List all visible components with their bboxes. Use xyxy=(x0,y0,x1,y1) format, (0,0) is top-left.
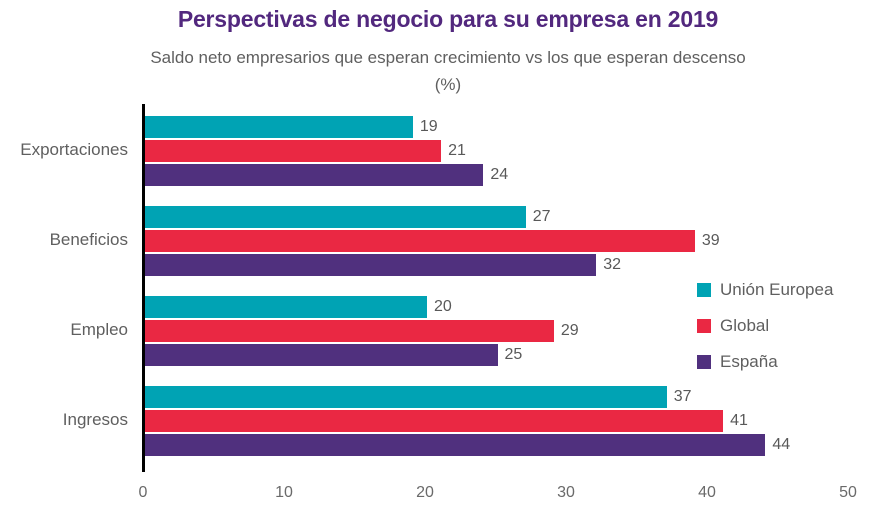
bar xyxy=(145,410,724,432)
bar xyxy=(145,116,413,138)
bar-row: 41 xyxy=(145,410,748,432)
x-axis-tick-label: 20 xyxy=(416,484,434,501)
bar xyxy=(145,320,554,342)
bar-row: 20 xyxy=(145,296,452,318)
bar-value-label: 41 xyxy=(730,412,748,429)
y-axis-line xyxy=(142,104,145,472)
bar-row: 27 xyxy=(145,206,550,228)
bar-row: 44 xyxy=(145,434,790,456)
bar-value-label: 44 xyxy=(772,436,791,453)
category-label: Ingresos xyxy=(62,410,128,429)
x-axis-tick-label: 0 xyxy=(138,484,148,501)
bar-row: 29 xyxy=(145,320,579,342)
category-label: Exportaciones xyxy=(20,140,128,159)
bar-value-label: 19 xyxy=(419,118,438,135)
legend-item[interactable]: Unión Europea xyxy=(697,272,833,308)
bar xyxy=(145,434,766,456)
bar xyxy=(145,140,442,162)
bar-row: 37 xyxy=(145,386,691,408)
bar-row: 19 xyxy=(145,116,438,138)
legend-swatch-icon xyxy=(697,355,711,369)
bar-value-label: 29 xyxy=(560,322,579,339)
bar-row: 39 xyxy=(145,230,720,252)
legend-label: Global xyxy=(720,316,770,335)
x-axis-tick-label: 40 xyxy=(698,484,716,501)
bar xyxy=(145,230,695,252)
bar-value-label: 39 xyxy=(701,232,720,249)
x-axis-tick-label: 50 xyxy=(839,484,857,501)
legend-label: España xyxy=(720,352,778,371)
bar xyxy=(145,164,484,186)
chart-legend: Unión Europea Global España xyxy=(697,272,833,380)
bar xyxy=(145,296,427,318)
bar-row: 21 xyxy=(145,140,466,162)
bar-value-label: 20 xyxy=(434,298,452,315)
chart-title: Perspectivas de negocio para su empresa … xyxy=(177,6,719,32)
legend-item[interactable]: España xyxy=(697,344,833,380)
x-axis-tick-label: 30 xyxy=(557,484,575,501)
bar xyxy=(145,206,526,228)
bar xyxy=(145,344,498,366)
category-label: Empleo xyxy=(70,320,128,339)
chart-subtitle: Saldo neto empresarios que esperan creci… xyxy=(150,48,746,94)
bar-value-label: 27 xyxy=(532,208,551,225)
bar-value-label: 32 xyxy=(603,256,621,273)
bar-value-label: 21 xyxy=(448,142,466,159)
bar-value-label: 24 xyxy=(490,166,509,183)
category-label: Beneficios xyxy=(49,230,128,249)
legend-swatch-icon xyxy=(697,283,711,297)
bar-value-label: 25 xyxy=(504,346,523,363)
bar-row: 24 xyxy=(145,164,508,186)
bar xyxy=(145,386,667,408)
bar-value-label: 37 xyxy=(673,388,692,405)
x-axis-tick-label: 10 xyxy=(275,484,293,501)
bar-row: 25 xyxy=(145,344,522,366)
legend-label: Unión Europea xyxy=(720,280,834,299)
bar xyxy=(145,254,597,276)
bar-row: 32 xyxy=(145,254,621,276)
x-axis: 0 10 20 30 40 50 xyxy=(0,484,896,508)
legend-swatch-icon xyxy=(697,319,711,333)
legend-item[interactable]: Global xyxy=(697,308,833,344)
